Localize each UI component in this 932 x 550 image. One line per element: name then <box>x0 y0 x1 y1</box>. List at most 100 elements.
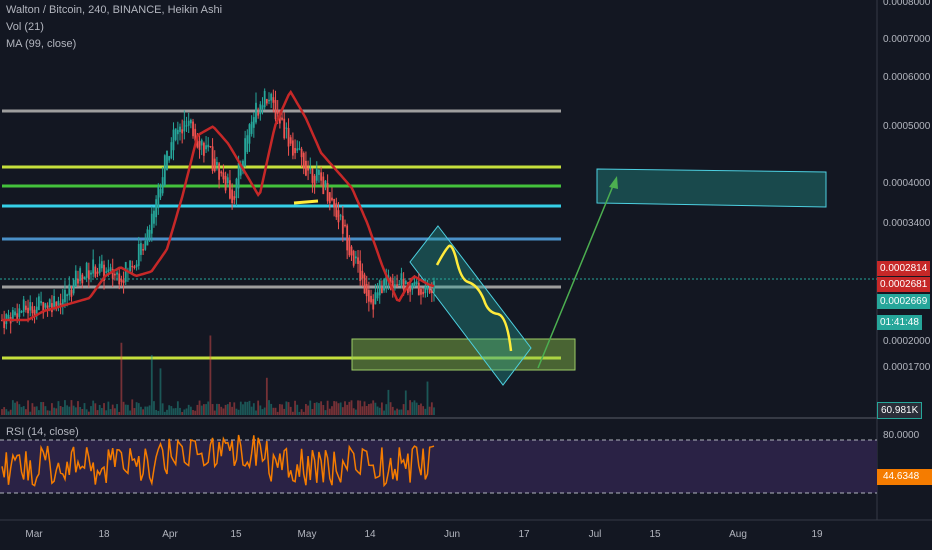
candle-body <box>42 302 45 314</box>
volume-bar <box>411 402 414 415</box>
forecast-path[interactable] <box>435 244 513 352</box>
ma-price-tag: 0.0002814 <box>877 261 931 276</box>
volume-bar <box>409 400 412 415</box>
rsi-legend[interactable]: RSI (14, close) <box>6 426 79 438</box>
candle-body <box>172 129 175 151</box>
volume-bar <box>402 404 405 415</box>
candle-body <box>185 125 188 127</box>
volume-bar <box>109 409 112 415</box>
time-tick: Mar <box>25 529 43 540</box>
candle-body <box>257 112 260 116</box>
time-tick: 17 <box>518 529 530 540</box>
price-tick: 0.0002000 <box>883 336 931 347</box>
volume-bar <box>172 408 175 415</box>
volume-bar <box>35 406 38 415</box>
candle-body <box>246 135 249 153</box>
candle-body <box>35 306 38 314</box>
candle-body <box>159 189 162 198</box>
candle-body <box>213 158 216 172</box>
volume-bar <box>389 402 392 415</box>
volume-bar <box>378 407 381 415</box>
target-arrow[interactable] <box>537 176 618 369</box>
candle-body <box>18 308 21 317</box>
mini-marker[interactable] <box>293 199 319 205</box>
price-tick: 0.0004000 <box>883 178 931 189</box>
volume-bar <box>83 403 86 415</box>
rsi-band <box>0 440 877 493</box>
volume-bar <box>318 403 320 415</box>
volume-bar <box>131 399 134 415</box>
candle-body <box>116 272 118 275</box>
candle-body <box>150 213 153 234</box>
candle-body <box>74 270 77 287</box>
candle-body <box>120 278 123 282</box>
ma-legend[interactable]: MA (99, close) <box>6 38 77 50</box>
candle-body <box>404 280 407 285</box>
volume-bar <box>176 401 179 415</box>
volume-bar <box>237 409 240 415</box>
volume-bar <box>328 408 331 415</box>
volume-bar <box>257 400 260 415</box>
candle-body <box>20 311 23 313</box>
volume-bar <box>72 405 75 415</box>
candle-body <box>274 99 277 120</box>
volume-bar <box>113 408 116 415</box>
candle-body <box>94 266 97 277</box>
volume-bar <box>57 401 60 415</box>
volume-bar <box>96 410 99 415</box>
candle-body <box>142 249 145 251</box>
candle-body <box>311 168 314 183</box>
candle-body <box>70 289 73 297</box>
horizontal-levels[interactable] <box>2 109 561 360</box>
price-tick: 0.0008000 <box>883 0 931 8</box>
candle-body <box>81 274 84 284</box>
volume-bar <box>313 402 316 415</box>
candle-body <box>268 99 270 102</box>
candle-body <box>96 271 99 274</box>
volume-bar <box>194 410 197 415</box>
volume-bar <box>11 400 14 415</box>
volume-bar <box>341 407 344 415</box>
target-zone-rectangle[interactable] <box>596 168 827 208</box>
volume-bar <box>181 411 184 415</box>
volume-bar <box>150 355 153 415</box>
volume-bar <box>77 401 79 415</box>
volume-bar <box>298 411 301 415</box>
volume-bar <box>42 402 45 415</box>
candle-body <box>263 90 266 108</box>
candle-body <box>229 180 231 199</box>
volume-bar <box>339 402 342 415</box>
candle-body <box>211 146 214 171</box>
vol-legend[interactable]: Vol (21) <box>6 21 44 33</box>
volume-bar <box>168 405 171 415</box>
volume-bar <box>111 404 114 415</box>
candle-body <box>44 303 47 308</box>
rsi-line <box>1 434 435 488</box>
volume-bar <box>207 401 210 415</box>
volume-bar <box>407 410 409 415</box>
volume-bar <box>346 404 349 415</box>
volume-bar <box>307 405 309 415</box>
candle-body <box>322 176 325 195</box>
candle-body <box>289 137 292 144</box>
candle-body <box>148 229 151 238</box>
time-tick: Aug <box>729 529 747 540</box>
volume-bar <box>385 404 388 415</box>
buy-zone-rectangle[interactable] <box>351 338 576 371</box>
candle-body <box>55 301 58 310</box>
candle-body <box>155 199 158 218</box>
ma-99-line <box>2 89 435 322</box>
volume-bar <box>324 410 327 415</box>
candles[interactable] <box>1 88 435 335</box>
volume-bar <box>337 403 340 415</box>
volume-bar <box>14 402 16 415</box>
volume-bar <box>124 404 127 415</box>
candle-body <box>235 178 238 199</box>
volume-bar <box>235 408 238 415</box>
descending-channel[interactable] <box>409 225 532 386</box>
candle-body <box>370 295 372 303</box>
volume-bar <box>187 404 190 415</box>
volume-bar <box>229 402 231 415</box>
volume-bar <box>289 406 292 415</box>
